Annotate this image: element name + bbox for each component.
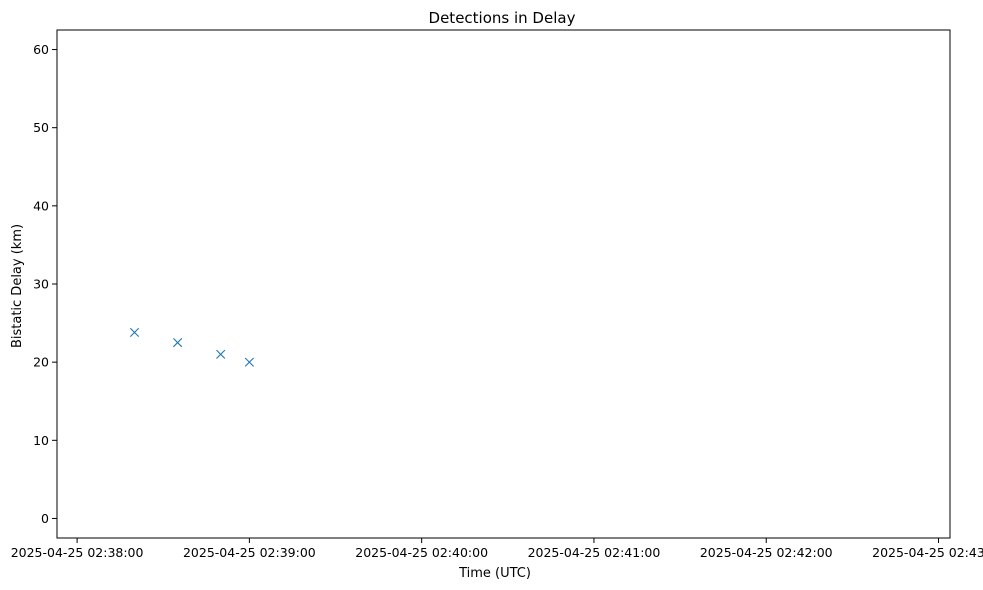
scatter-points <box>129 327 254 367</box>
x-tick-label: 2025-04-25 02:41:00 <box>528 545 661 560</box>
x-tick-label: 2025-04-25 02:38:00 <box>11 545 144 560</box>
y-tick-label: 40 <box>33 198 49 213</box>
x-tick-label: 2025-04-25 02:42:00 <box>700 545 833 560</box>
data-point <box>173 338 183 348</box>
x-tick-label: 2025-04-25 02:40:00 <box>355 545 488 560</box>
data-point <box>216 349 226 359</box>
x-tick-label: 2025-04-25 02:39:00 <box>183 545 316 560</box>
data-point <box>244 357 254 367</box>
x-axis-label: Time (UTC) <box>458 566 531 581</box>
y-tick-label: 30 <box>33 277 49 292</box>
x-tick-label: 2025-04-25 02:43:00 <box>872 545 983 560</box>
y-axis-label: Bistatic Delay (km) <box>10 224 25 348</box>
y-axis-ticks: 0 10 20 30 40 50 60 <box>33 42 57 526</box>
chart-title: Detections in Delay <box>429 9 576 27</box>
data-point <box>129 327 140 338</box>
y-tick-label: 50 <box>33 120 49 135</box>
y-tick-label: 10 <box>33 433 49 448</box>
y-tick-label: 60 <box>33 42 49 57</box>
y-tick-label: 0 <box>41 511 49 526</box>
y-tick-label: 20 <box>33 355 49 370</box>
plot-frame <box>56 29 951 539</box>
x-axis-ticks: 2025-04-25 02:38:00 2025-04-25 02:39:00 20… <box>11 538 983 560</box>
